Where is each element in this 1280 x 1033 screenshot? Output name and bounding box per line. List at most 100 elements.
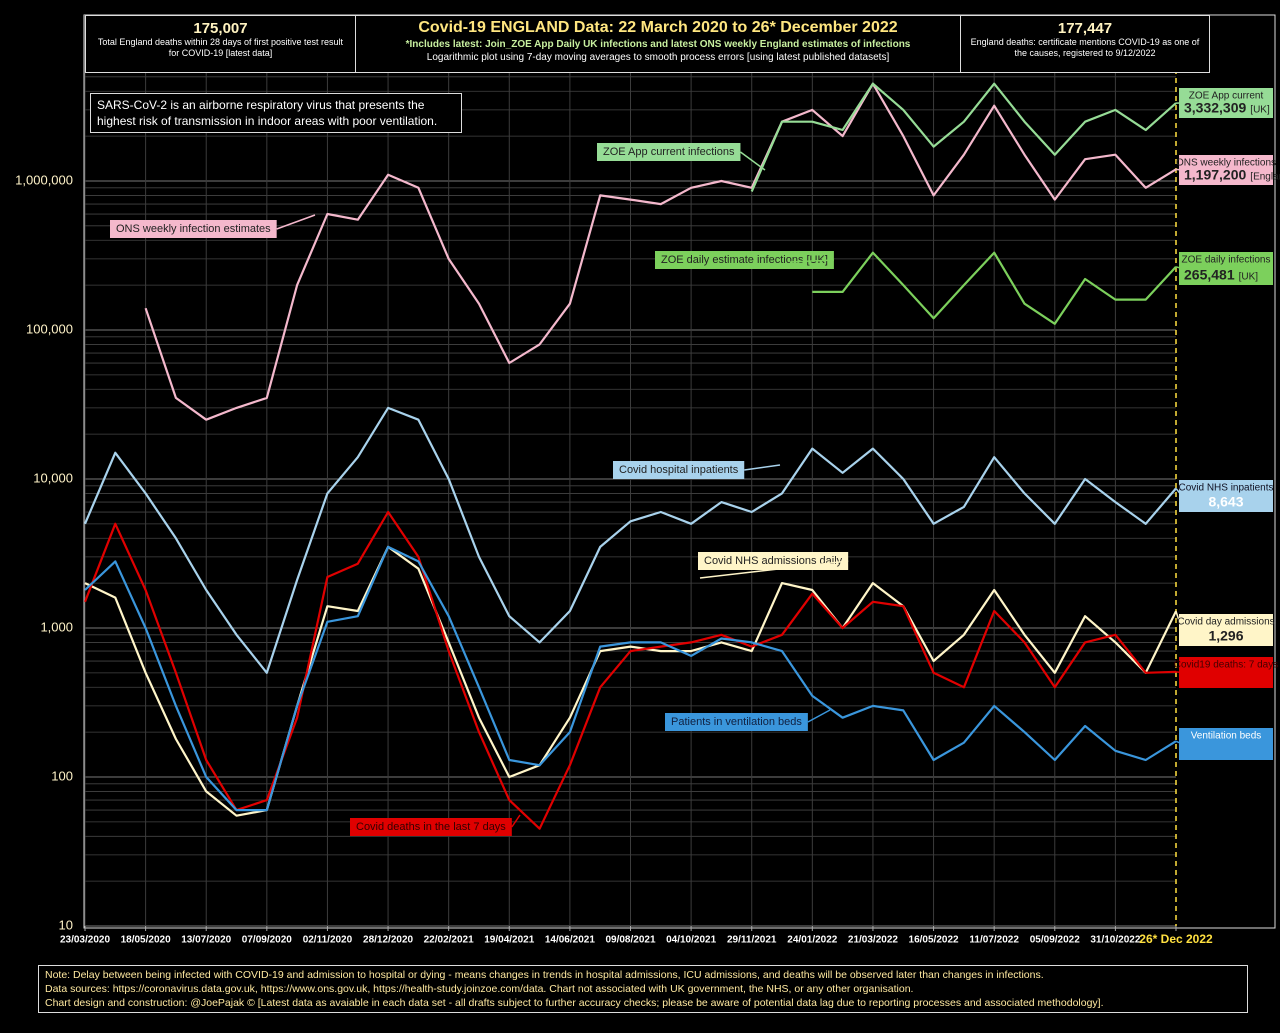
legend-label: Covid hospital inpatients [619,464,739,476]
method-note: Logarithmic plot using 7-day moving aver… [426,52,890,63]
x-tick-label: 19/04/2021 [484,935,534,946]
end-name: ZOE daily infections [1182,255,1271,266]
end-value: 1,197,200 [1184,167,1246,183]
series-line [84,545,1177,812]
chart-subtitle: *Includes latest: Join_ZOE App Daily UK … [405,39,911,50]
legend-box [597,143,741,161]
y-tick-label: 100 [51,768,73,783]
x-tick-label: 28/12/2020 [363,935,413,946]
stat-figure: 175,007 [193,20,248,37]
footer: Note: Delay between being infected with … [38,965,1248,1013]
series-callout: Covid hospital inpatients [613,461,781,479]
footer-line: Note: Delay between being infected with … [45,969,1044,981]
series-callout: Covid deaths in the last 7 days [350,814,521,836]
callout-line [744,464,781,471]
callout-line [789,259,834,263]
end-label: Ventilation beds [1175,728,1273,760]
legend-label: ZOE App current infections [603,146,735,158]
x-tick-label: 26* Dec 2022 [1139,932,1213,946]
callout-line [740,151,766,171]
end-box [1179,657,1273,688]
info-box: SARS-CoV-2 is an airborne respiratory vi… [90,93,462,133]
x-tick-label: 24/01/2022 [787,935,837,946]
x-tick-label: 14/06/2021 [545,935,595,946]
legend-label: ZOE daily estimate infections [UK] [661,254,828,266]
callout-line [276,214,316,230]
x-tick-label: 29/11/2021 [727,935,777,946]
y-tick-label: 10 [59,917,73,932]
end-value: 8,643 [1208,494,1243,510]
legend-label: ONS weekly infection estimates [116,223,271,235]
stat-box: 175,007 Total England deaths within 28 d… [85,15,356,73]
callout-line [511,814,521,828]
x-tick-label: 13/07/2020 [181,935,231,946]
legend-box [655,251,834,269]
callout-line [807,709,831,723]
x-tick-label: 11/07/2022 [969,935,1019,946]
series-callout: Covid NHS admissions daily [698,552,849,579]
x-tick-label: 07/09/2020 [242,935,292,946]
end-value: 265,481 [1184,267,1235,283]
legend-box [613,461,745,479]
series-line [83,510,1177,830]
series-callout: Patients in ventilation beds [665,709,831,731]
end-box [1179,155,1273,185]
end-box [1179,88,1273,118]
stat-figure: 177,447 [1057,20,1113,37]
series-callout: ZOE App current infections [597,143,766,171]
legend-box [665,713,808,731]
legend-label: Covid NHS admissions daily [704,555,843,567]
end-name: Covid NHS inpatients [1178,483,1273,494]
end-value: 1,296 [1208,628,1243,644]
y-tick-label: 1,000,000 [15,172,73,187]
end-value: 3,332,309 [1184,100,1246,116]
end-name: Ventilation beds [1191,731,1262,742]
y-tick-label: 10,000 [33,470,73,485]
chart-title: Covid-19 ENGLAND Data: 22 March 2020 to … [418,19,898,36]
end-scope: [England] [1250,172,1280,183]
series-line [83,406,1177,674]
x-tick-label: 21/03/2022 [848,935,898,946]
title-box: Covid-19 ENGLAND Data: 22 March 2020 to … [355,15,961,73]
series-callout: ONS weekly infection estimates [110,214,316,238]
end-scope: [UK] [1250,105,1270,116]
series-callout: ZOE daily estimate infections [UK] [655,251,834,269]
end-name: Covid19 deaths: 7 days [1174,660,1279,671]
callout-line [699,560,849,579]
stat-caption: England deaths: certificate mentions COV… [970,37,1200,58]
x-tick-label: 22/02/2021 [424,935,474,946]
x-tick-label: 04/10/2021 [666,935,716,946]
legend-box [350,818,512,836]
y-tick-label: 1,000 [40,619,73,634]
footer-line: Chart design and construction: @JoePajak… [45,997,1104,1009]
legend-label: Covid deaths in the last 7 days [356,821,506,833]
end-label: Covid19 deaths: 7 days [1174,657,1279,688]
legend-label: Patients in ventilation beds [671,716,802,728]
x-tick-label: 02/11/2020 [303,935,353,946]
x-tick-label: 09/08/2021 [605,935,655,946]
stat-box: 177,447 England deaths: certificate ment… [960,15,1210,73]
x-tick-label: 18/05/2020 [121,935,171,946]
stat-caption: Total England deaths within 28 days of f… [97,37,344,58]
end-name: Covid day admissions [1177,617,1274,628]
series-line [144,82,1177,421]
end-name: ONS weekly infections [1176,158,1276,169]
end-box [1179,614,1273,646]
series-line [812,251,1177,325]
x-tick-label: 16/05/2022 [909,935,959,946]
end-box [1179,252,1273,285]
series-line [750,82,1177,192]
footer-line: Data sources: https://coronavirus.data.g… [45,983,914,995]
x-tick-label: 05/09/2022 [1030,935,1080,946]
end-name: ZOE App current [1189,91,1264,102]
end-box [1179,728,1273,760]
x-tick-label: 31/10/2022 [1090,935,1140,946]
y-tick-label: 100,000 [26,321,73,336]
